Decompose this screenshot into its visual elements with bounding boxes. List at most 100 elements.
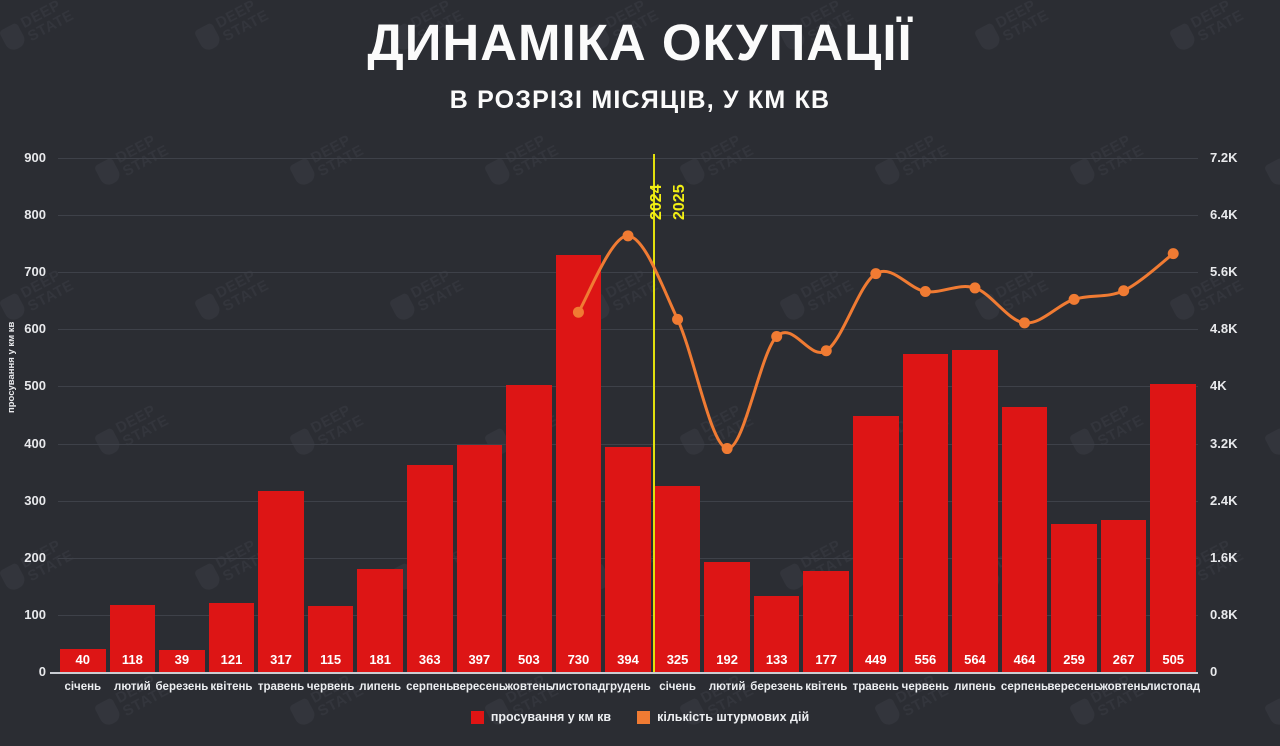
x-axis-label: липень: [954, 681, 996, 693]
bar[interactable]: [803, 570, 850, 672]
legend-swatch-icon: [637, 710, 651, 724]
y-tick-right: 4.8K: [1210, 321, 1238, 337]
bar-value-label: 40: [75, 652, 91, 667]
bar-value-label: 317: [270, 652, 292, 667]
legend-item-advance-series[interactable]: просування у км кв: [470, 710, 612, 724]
bar[interactable]: [1100, 519, 1147, 672]
y-tick-right: 0.8K: [1210, 606, 1238, 622]
bar[interactable]: [654, 486, 701, 672]
bar-value-label: 259: [1063, 652, 1085, 667]
bar-value-label: 39: [174, 652, 190, 667]
x-axis-label: листопад: [551, 681, 606, 693]
x-axis-label: лютий: [114, 681, 151, 693]
year-divider: [652, 154, 655, 672]
x-axis-label: вересень: [1047, 681, 1101, 693]
y-tick-left: 300: [24, 492, 46, 508]
line-point-marker[interactable]: [870, 268, 882, 280]
bar-value-label: 192: [716, 652, 738, 667]
bar[interactable]: [258, 490, 304, 672]
line-point-marker[interactable]: [721, 443, 733, 455]
bar[interactable]: [605, 446, 651, 672]
legend-item-assault-series[interactable]: кількість штурмових дій: [637, 710, 809, 724]
x-axis-label: січень: [659, 681, 696, 693]
bar-value-label: 397: [468, 652, 491, 667]
x-axis-label: квітень: [805, 681, 848, 693]
bar[interactable]: [555, 255, 602, 672]
bar-value-label: 118: [121, 652, 143, 667]
bar[interactable]: [902, 354, 949, 672]
x-axis-line: [50, 672, 1198, 674]
y-tick-left: 100: [24, 606, 46, 622]
bar-value-label: 177: [815, 652, 838, 667]
y-tick-left: 800: [24, 207, 46, 223]
line-point-marker[interactable]: [1167, 248, 1179, 260]
line-point-marker[interactable]: [1068, 293, 1080, 305]
y-tick-right: 2.4K: [1210, 492, 1238, 508]
bar[interactable]: [506, 384, 552, 672]
bar[interactable]: [1051, 524, 1097, 672]
bar[interactable]: [60, 649, 106, 672]
x-axis-label: травень: [257, 681, 305, 693]
bar-value-label: 394: [617, 652, 639, 667]
bar[interactable]: [456, 445, 503, 672]
bar[interactable]: [1001, 407, 1048, 672]
x-axis-label: серпень: [406, 681, 454, 693]
line-point-marker[interactable]: [572, 306, 584, 318]
bar[interactable]: [753, 596, 800, 672]
y-tick-right: 4K: [1210, 378, 1227, 394]
bar-value-label: 730: [567, 652, 590, 667]
gridline: [58, 386, 1198, 388]
year-label-2025: 2025: [670, 184, 688, 220]
line-point-marker[interactable]: [1019, 317, 1031, 329]
gridline: [58, 443, 1198, 445]
x-axis-label: вересень: [452, 681, 506, 693]
line-point-marker[interactable]: [771, 330, 783, 342]
y-tick-left: 600: [24, 321, 46, 337]
bar[interactable]: [159, 649, 205, 672]
x-axis-label: липень: [359, 681, 402, 693]
line-point-marker[interactable]: [969, 282, 981, 294]
bar[interactable]: [704, 562, 750, 672]
line-point-marker[interactable]: [820, 345, 832, 357]
bar-value-label: 115: [320, 652, 342, 667]
y-tick-right: 0: [1210, 664, 1218, 679]
x-axis-label: червень: [901, 681, 950, 693]
bar-value-label: 564: [964, 652, 986, 667]
line-point-marker[interactable]: [1118, 285, 1130, 297]
bar[interactable]: [853, 415, 899, 672]
y-tick-right: 5.6K: [1210, 264, 1238, 280]
assault-line-path: [576, 234, 1175, 451]
legend-swatch-icon: [470, 710, 484, 724]
x-axis-label: лютий: [708, 681, 746, 693]
bar-value-label: 267: [1112, 652, 1135, 667]
bar-value-label: 505: [1162, 652, 1185, 667]
legend-label: кількість штурмових дій: [657, 710, 810, 724]
bar[interactable]: [208, 602, 255, 672]
y-tick-right: 3.2K: [1210, 435, 1238, 451]
bar-value-label: 464: [1013, 652, 1036, 667]
bar[interactable]: [952, 349, 998, 672]
legend-label: просування у км кв: [490, 710, 612, 724]
plot-area: 0 0 100 0.8K 200 1.6K 300 2.4K 400 3.2K 500 4K 600 4.…: [6, 150, 1237, 693]
x-axis-label: червень: [306, 681, 355, 693]
gridline: [58, 158, 1198, 159]
page-subtitle: В РОЗРІЗІ МІСЯЦІВ, У КМ КВ: [449, 86, 831, 114]
y-tick-left: 400: [24, 435, 46, 451]
gridline: [58, 215, 1198, 217]
bar-value-label: 449: [864, 652, 887, 667]
year-label-2024: 2024: [647, 184, 665, 220]
chart-legend: просування у км кв кількість штурмових ді…: [0, 710, 1280, 724]
line-point-marker[interactable]: [672, 313, 684, 325]
gridline: [58, 272, 1198, 274]
y-tick-left: 200: [24, 549, 46, 565]
line-point-marker[interactable]: [919, 285, 931, 297]
bar[interactable]: [1150, 383, 1196, 672]
bar[interactable]: [307, 606, 354, 672]
y-tick-right: 6.4K: [1210, 207, 1238, 223]
y-tick-left: 900: [24, 150, 46, 165]
bar[interactable]: [406, 464, 453, 672]
line-point-marker[interactable]: [622, 230, 634, 242]
bar[interactable]: [109, 604, 156, 672]
